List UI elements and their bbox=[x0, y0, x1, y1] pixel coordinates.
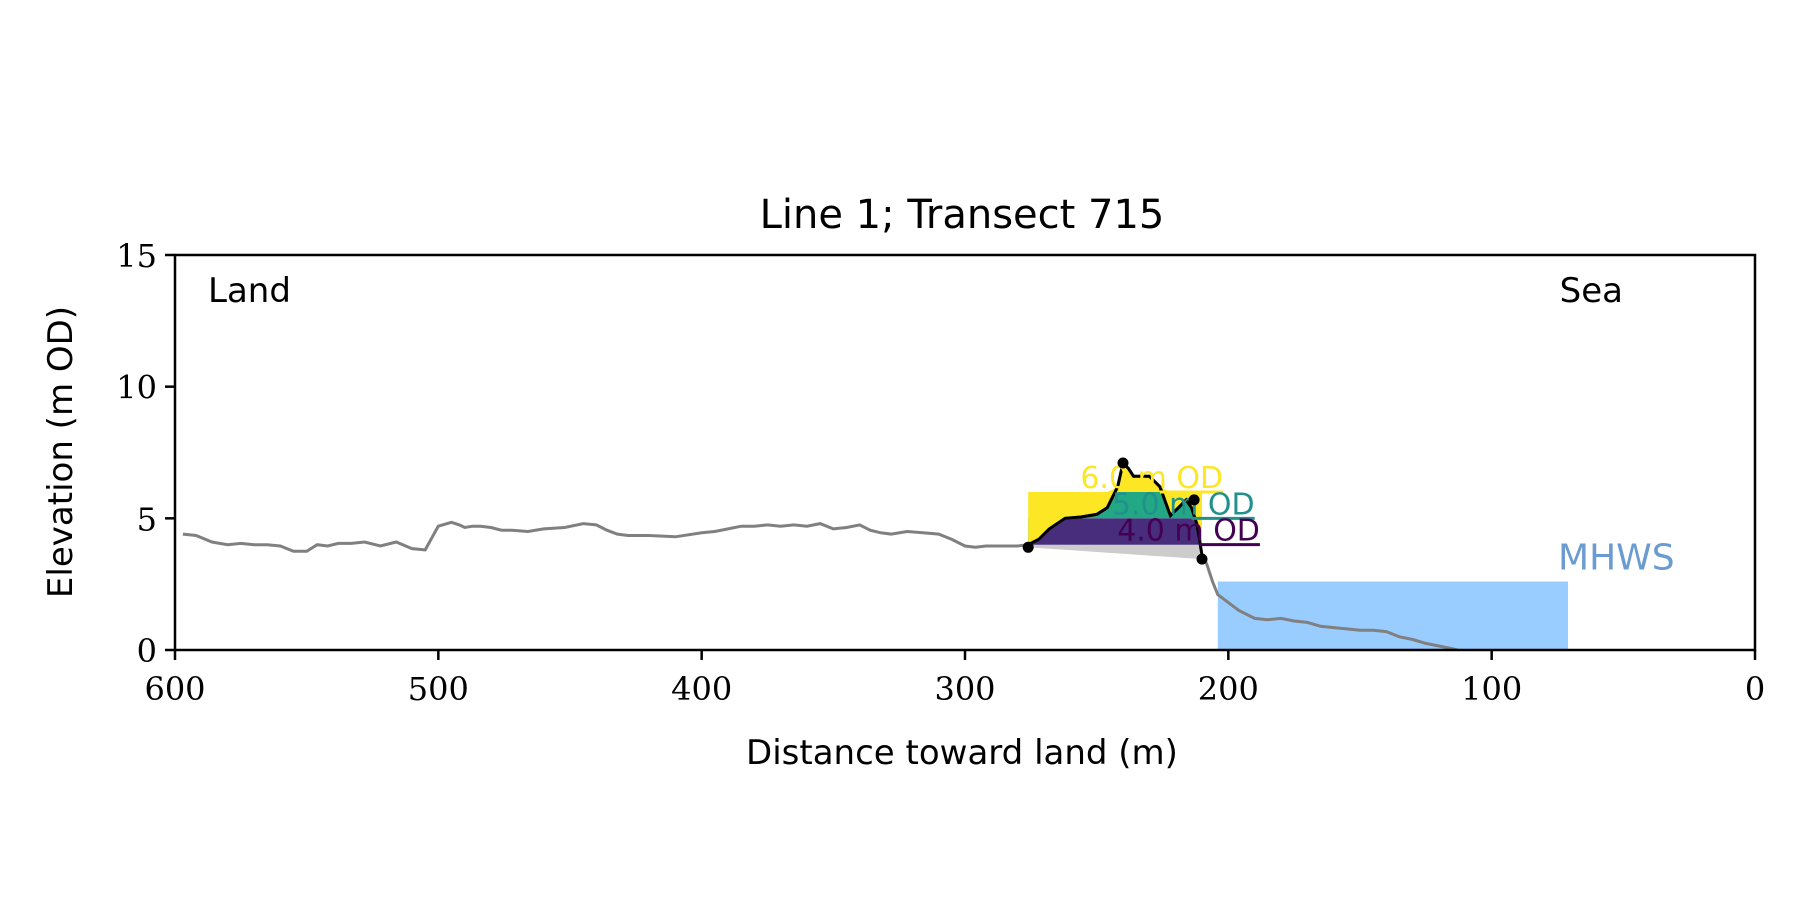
chart-title: Line 1; Transect 715 bbox=[760, 192, 1165, 238]
x-tick-label-4: 200 bbox=[1198, 670, 1259, 708]
dune-point-2 bbox=[1188, 494, 1200, 506]
threshold-label-2: 4.0 m OD bbox=[1117, 514, 1260, 549]
volume-below-4m-fill bbox=[1028, 544, 1202, 560]
x-tick-label-5: 100 bbox=[1461, 670, 1522, 708]
y-tick-label-1: 5 bbox=[137, 500, 157, 538]
dune-point-0 bbox=[1022, 541, 1034, 553]
volume-5-6m-fill bbox=[1028, 492, 1202, 556]
mhws-area bbox=[1217, 581, 1569, 650]
profile-line bbox=[182, 460, 1458, 650]
x-tick-label-2: 400 bbox=[671, 670, 732, 708]
dune-point-3 bbox=[1196, 553, 1208, 565]
dune-point-1 bbox=[1117, 457, 1129, 469]
sea-label: Sea bbox=[1560, 271, 1623, 311]
x-tick-label-6: 0 bbox=[1745, 670, 1765, 708]
x-tick-label-0: 600 bbox=[144, 670, 205, 708]
y-tick-label-2: 10 bbox=[116, 369, 157, 407]
dune-outline bbox=[1027, 460, 1204, 556]
x-tick-label-1: 500 bbox=[408, 670, 469, 708]
y-axis-label: Elevation (m OD) bbox=[41, 306, 81, 598]
mhws-label: MHWS bbox=[1558, 538, 1675, 579]
threshold-label-1: 5.0 m OD bbox=[1112, 487, 1255, 522]
y-tick-label-0: 0 bbox=[137, 632, 157, 670]
volume-4-5m-fill bbox=[1028, 518, 1202, 556]
y-tick-label-3: 15 bbox=[116, 237, 157, 275]
x-tick-label-3: 300 bbox=[934, 670, 995, 708]
x-axis-label: Distance toward land (m) bbox=[746, 733, 1178, 773]
land-label: Land bbox=[208, 271, 291, 311]
threshold-label-0: 6.0 m OD bbox=[1080, 461, 1223, 496]
